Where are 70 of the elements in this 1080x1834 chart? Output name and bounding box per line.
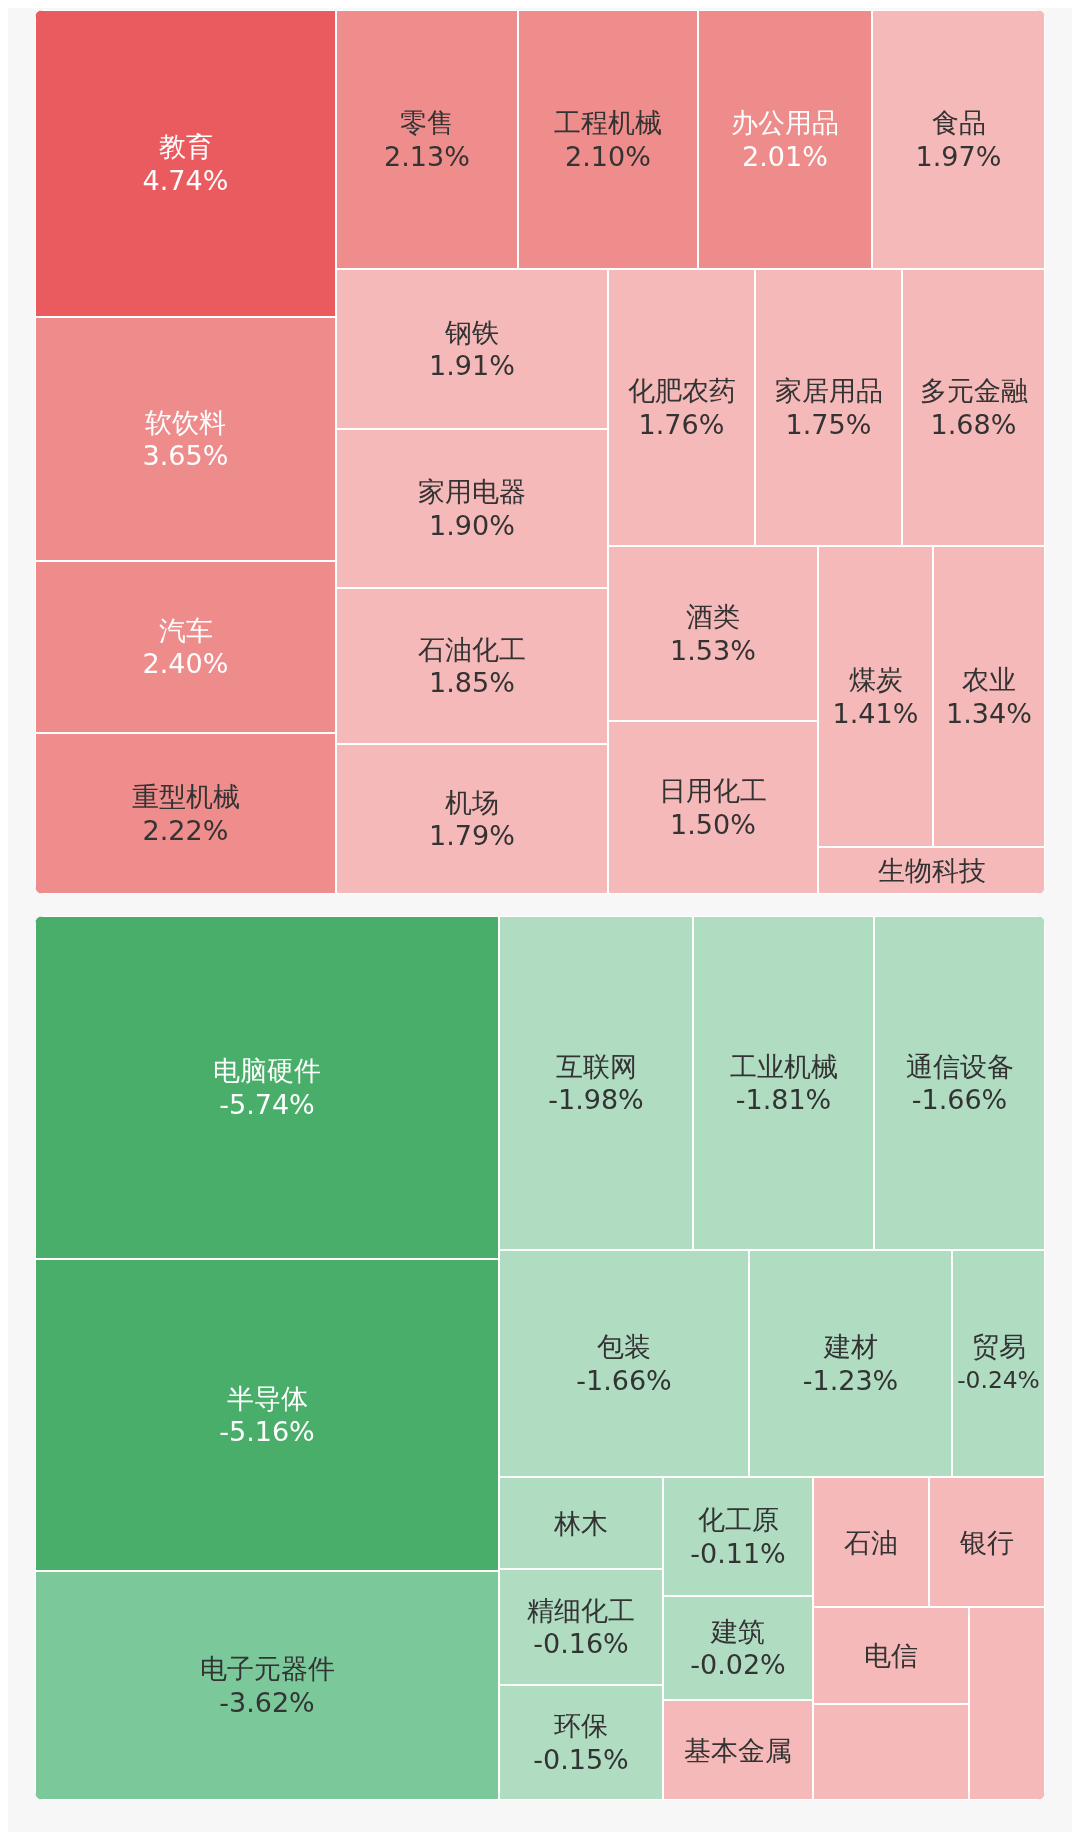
category-label: 电信 <box>864 1640 918 1671</box>
category-label: 电脑硬件 <box>213 1055 321 1087</box>
data-label: -1.98% <box>548 1084 644 1116</box>
data-label: 1.79% <box>429 820 515 852</box>
category-label: 通信设备 <box>905 1050 1014 1082</box>
category-label: 工业机械 <box>729 1050 838 1082</box>
data-label: 1.91% <box>429 350 515 382</box>
data-label: 1.53% <box>670 634 756 666</box>
data-label: -1.23% <box>802 1364 899 1396</box>
data-label: 1.85% <box>429 667 515 699</box>
category-label: 日用化工 <box>659 775 767 807</box>
category-label: 食品 <box>931 107 986 139</box>
category-label: 半导体 <box>226 1382 308 1414</box>
data-label: -0.16% <box>533 1628 629 1660</box>
data-label: 1.90% <box>429 509 515 541</box>
data-label: 2.40% <box>142 648 229 680</box>
data-label: 1.97% <box>915 140 1002 172</box>
data-label: -0.15% <box>533 1743 629 1775</box>
category-label: 建筑 <box>710 1615 765 1647</box>
category-label: 机场 <box>445 786 499 818</box>
category-label: 教育 <box>158 131 213 163</box>
category-label: 重型机械 <box>131 781 240 813</box>
data-label: -0.24% <box>957 1366 1040 1395</box>
category-label: 环保 <box>554 1710 608 1742</box>
category-label: 基本金属 <box>684 1734 792 1766</box>
category-label: 化工原 <box>697 1504 779 1536</box>
data-label: -0.02% <box>690 1649 786 1681</box>
data-label: 2.13% <box>384 140 470 172</box>
data-label: 1.75% <box>785 408 872 440</box>
category-label: 农业 <box>962 664 1016 696</box>
category-label: 石油化工 <box>418 633 526 665</box>
category-label: 家用电器 <box>418 476 526 508</box>
category-label: 贸易 <box>971 1331 1026 1363</box>
category-label: 林木 <box>553 1507 608 1539</box>
data-label: -5.16% <box>219 1416 315 1448</box>
data-label: 2.01% <box>742 140 828 172</box>
category-label: 软饮料 <box>145 406 226 438</box>
data-label: 1.41% <box>832 697 919 729</box>
category-label: 钢铁 <box>444 316 499 348</box>
category-label: 电子元器件 <box>199 1653 335 1685</box>
data-label: 2.10% <box>565 140 651 172</box>
category-label: 互联网 <box>555 1050 637 1082</box>
data-label: 4.74% <box>142 164 229 196</box>
data-label: 1.50% <box>670 808 756 840</box>
data-label: -5.74% <box>219 1088 315 1120</box>
category-label: 汽车 <box>158 614 213 646</box>
category-label: 多元金融 <box>919 375 1028 407</box>
data-label: 3.65% <box>142 440 229 472</box>
category-label: 生物科技 <box>877 855 986 886</box>
category-label: 精细化工 <box>527 1594 635 1626</box>
data-label: 2.22% <box>142 814 229 846</box>
category-label: 银行 <box>959 1526 1014 1558</box>
category-label: 建材 <box>822 1331 878 1363</box>
data-label: -1.66% <box>911 1084 1008 1116</box>
data-label: 1.68% <box>930 408 1017 440</box>
category-label: 工程机械 <box>554 107 662 139</box>
category-label: 酒类 <box>686 601 740 633</box>
data-label: -0.11% <box>690 1537 786 1569</box>
data-label: -1.81% <box>735 1084 832 1116</box>
category-label: 化肥农药 <box>627 375 736 407</box>
category-label: 石油 <box>844 1526 898 1558</box>
category-label: 零售 <box>400 107 454 139</box>
data-label: 1.34% <box>946 697 1032 729</box>
category-label: 办公用品 <box>731 107 839 139</box>
category-label: 包装 <box>597 1331 651 1363</box>
category-label: 家居用品 <box>774 375 883 407</box>
data-label: -1.66% <box>576 1364 672 1396</box>
category-label: 煤炭 <box>848 664 903 696</box>
data-label: -3.62% <box>219 1686 315 1718</box>
data-label: 1.76% <box>638 408 725 440</box>
